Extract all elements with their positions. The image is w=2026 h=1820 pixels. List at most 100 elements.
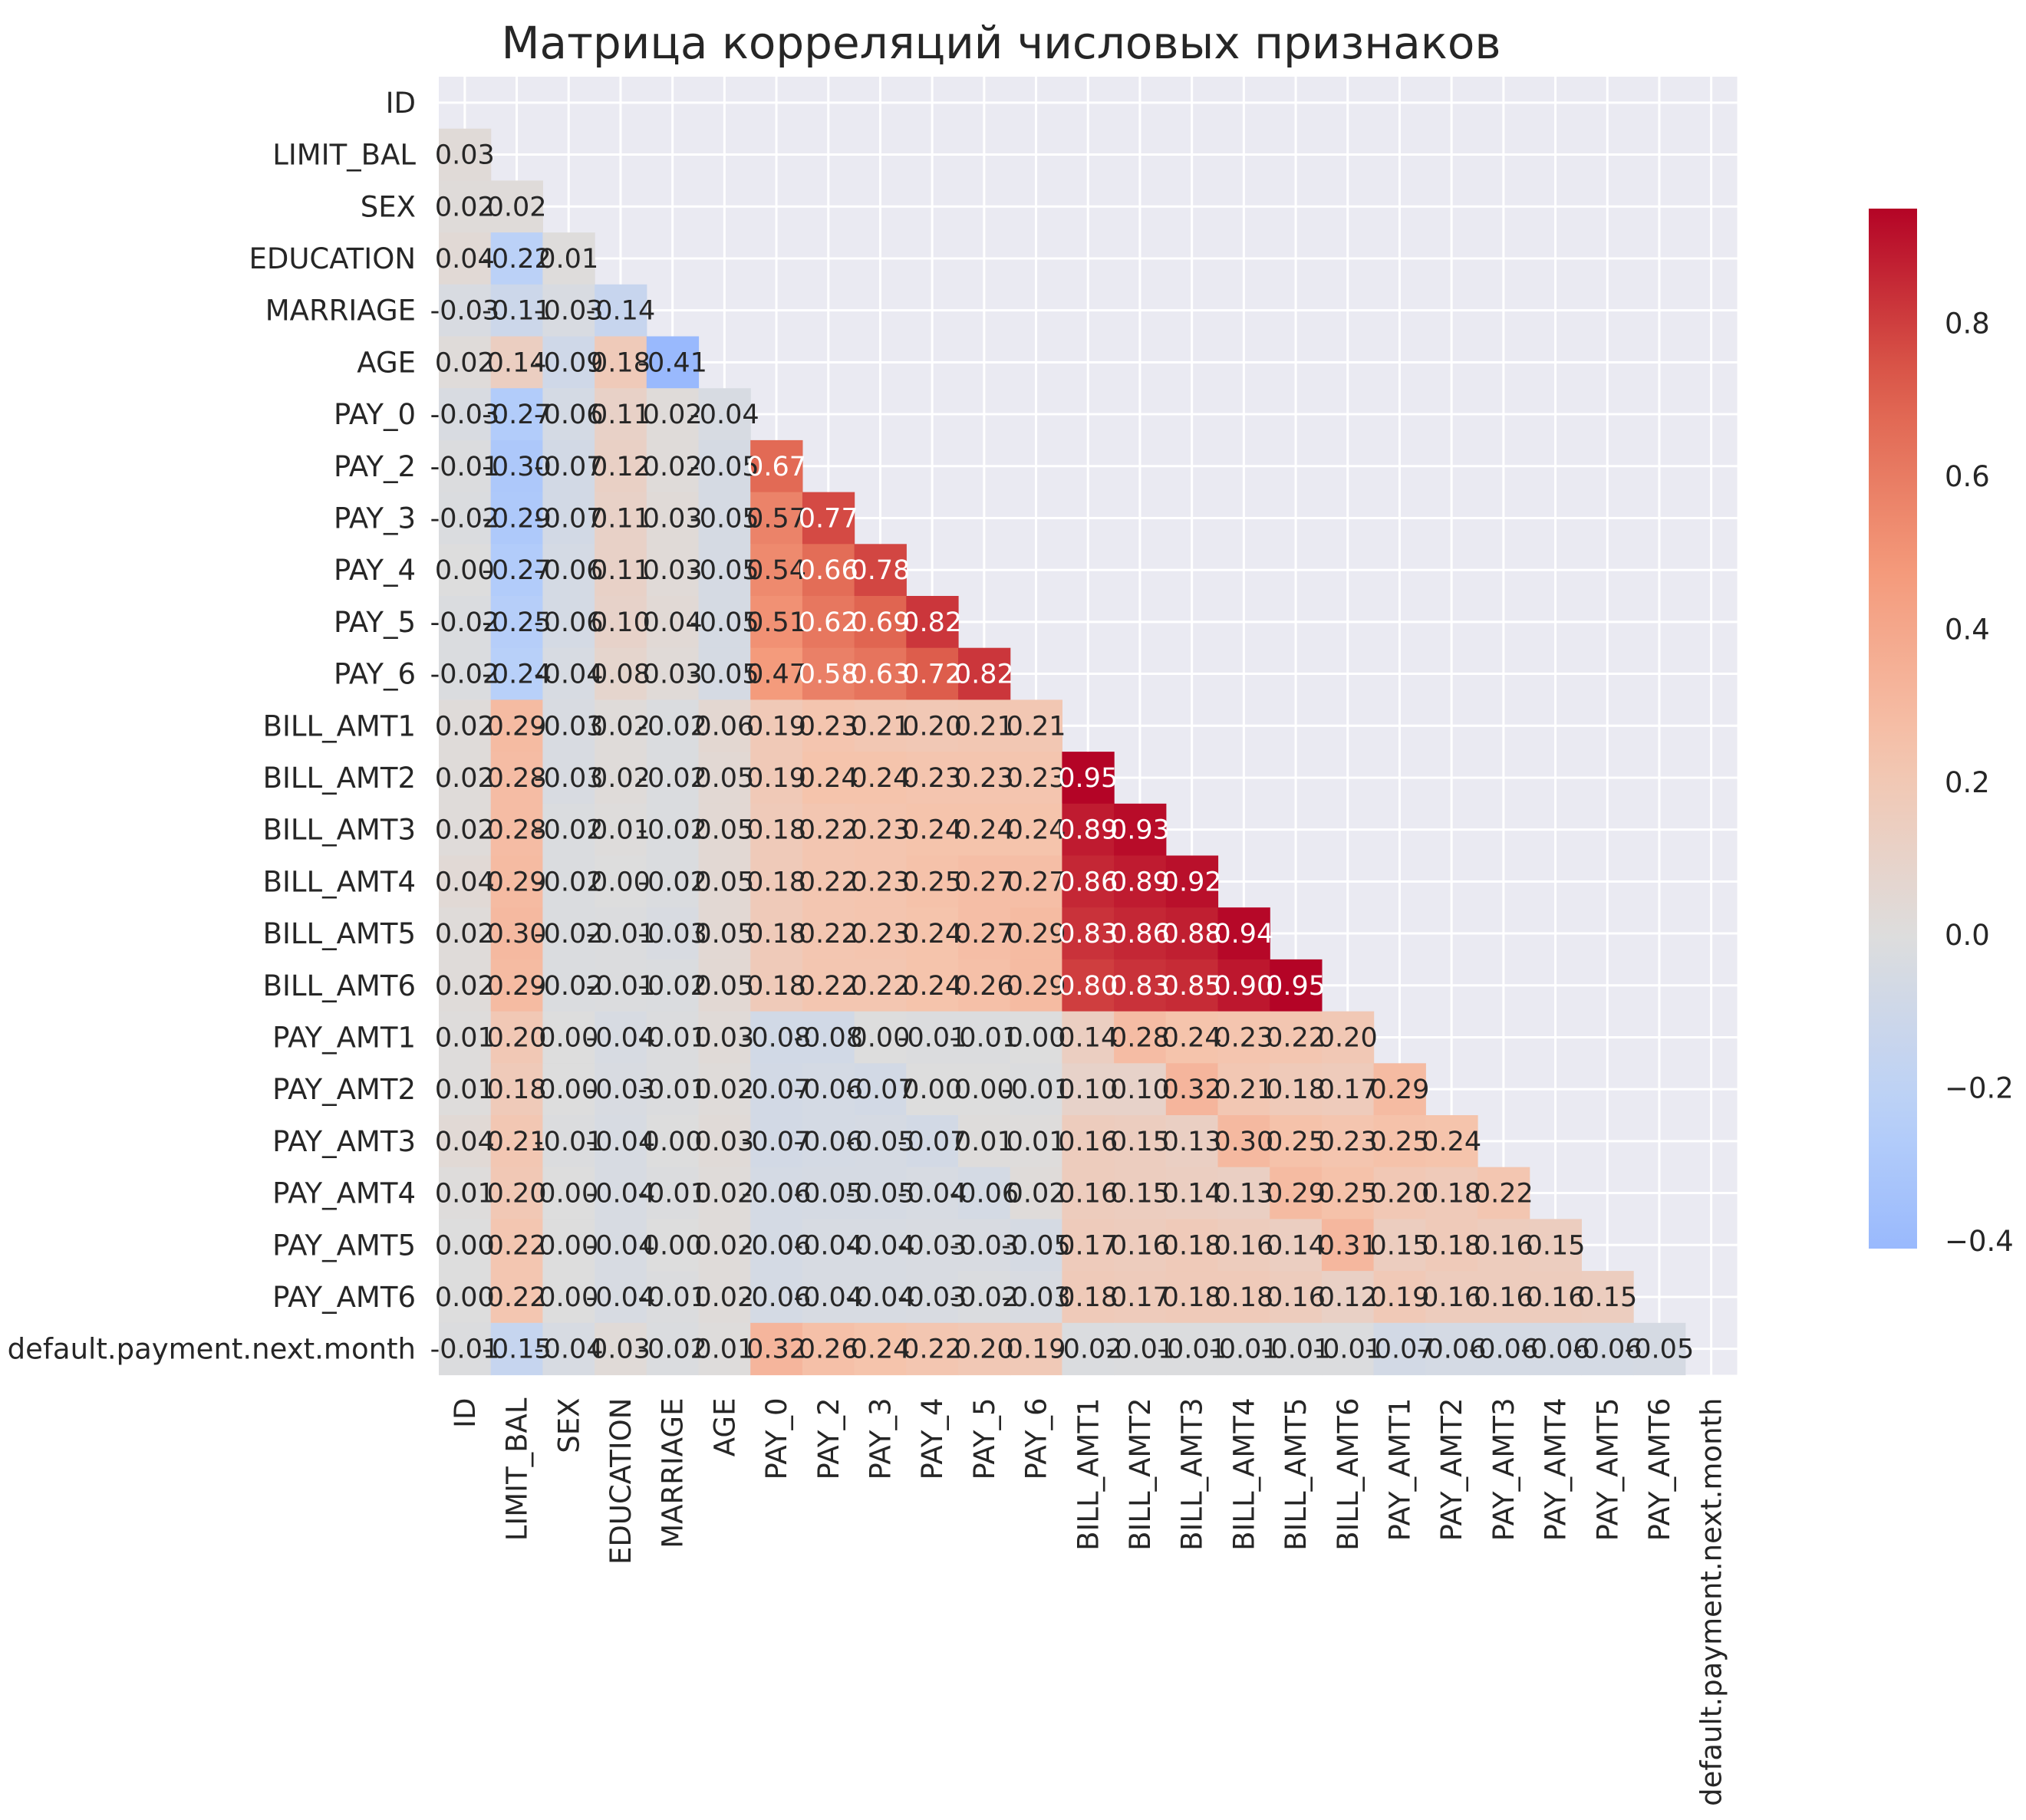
heatmap-cell xyxy=(1165,1271,1219,1324)
cell-value-label: 0.00 xyxy=(643,1230,703,1261)
heatmap-cell xyxy=(750,855,803,908)
cell-value-label: 0.17 xyxy=(1318,1075,1378,1105)
heatmap-cell xyxy=(1062,1063,1115,1116)
heatmap-cell xyxy=(490,439,543,493)
x-axis-tick-labels: ID LIMIT_BAL SEX EDUCATION MARRIAGE AGE PAY_0 P… xyxy=(449,1397,1728,1806)
cell-value-label: 0.00 xyxy=(954,1075,1014,1105)
heatmap-cell xyxy=(646,959,700,1012)
cell-value-label: 0.18 xyxy=(1162,1282,1222,1313)
heatmap-cell xyxy=(750,752,803,805)
cell-value-label: 0.20 xyxy=(487,1022,547,1053)
heatmap-cell xyxy=(854,959,907,1012)
cell-value-label: 0.31 xyxy=(1318,1230,1378,1261)
heatmap-cell xyxy=(1270,1167,1323,1219)
y-tick-label: EDUCATION xyxy=(249,242,416,275)
cell-value-label: -0.05 xyxy=(690,607,759,638)
heatmap-cell xyxy=(1321,1219,1375,1272)
heatmap-cell xyxy=(906,855,959,908)
heatmap-cell xyxy=(595,959,647,1012)
heatmap-cell xyxy=(542,232,595,285)
cell-value-label: 0.30 xyxy=(487,919,547,949)
cell-value-label: 0.15 xyxy=(1526,1230,1586,1261)
heatmap-cell xyxy=(490,1063,543,1116)
cell-value-label: 0.02 xyxy=(487,192,547,222)
heatmap-cell xyxy=(1114,803,1167,857)
cell-value-label: 0.23 xyxy=(1214,1022,1273,1053)
heatmap-cell xyxy=(439,284,492,337)
heatmap-cell xyxy=(542,1271,595,1324)
y-tick-label: PAY_5 xyxy=(334,606,416,639)
heatmap-cell xyxy=(1477,1167,1530,1219)
cell-value-label: 0.29 xyxy=(1266,1179,1326,1209)
heatmap-cell xyxy=(698,1219,751,1272)
heatmap-cell xyxy=(906,699,959,752)
cell-value-label: 0.47 xyxy=(746,660,806,690)
cell-value-label: 0.85 xyxy=(1162,971,1222,1002)
cell-value-label: 0.20 xyxy=(954,1335,1014,1365)
heatmap-cell xyxy=(1321,1322,1375,1376)
heatmap-cell xyxy=(854,647,907,700)
cell-value-label: -0.15 xyxy=(482,1335,552,1365)
cell-value-label: 0.21 xyxy=(1006,711,1066,742)
cell-value-label: -0.03 xyxy=(950,1230,1020,1261)
cell-value-label: -0.04 xyxy=(845,1230,915,1261)
heatmap-cell xyxy=(854,855,907,908)
heatmap-cell xyxy=(1062,1219,1115,1272)
heatmap-cell xyxy=(802,803,855,857)
heatmap-cell xyxy=(854,1219,907,1272)
cell-value-label: -0.06 xyxy=(534,400,604,430)
heatmap-cell xyxy=(1062,1167,1115,1219)
cell-value-label: -0.24 xyxy=(482,660,552,690)
cell-value-label: -0.04 xyxy=(586,1179,656,1209)
heatmap-cell xyxy=(1217,907,1270,960)
heatmap-cell xyxy=(1114,1115,1167,1168)
cell-value-label: 0.01 xyxy=(1006,1127,1066,1157)
cell-value-label: 0.24 xyxy=(1162,1022,1222,1053)
cell-value-label: 0.27 xyxy=(954,867,1014,897)
heatmap-cell xyxy=(750,1322,803,1376)
cell-value-label: 0.16 xyxy=(1526,1282,1586,1313)
cell-value-label: -0.01 xyxy=(950,1022,1020,1053)
cell-value-label: -0.02 xyxy=(430,503,500,534)
heatmap-cell xyxy=(439,752,492,805)
cell-value-label: 0.00 xyxy=(435,555,495,586)
cell-value-label: 0.18 xyxy=(1421,1230,1481,1261)
cell-value-label: -0.03 xyxy=(898,1230,967,1261)
cell-value-label: -0.03 xyxy=(1001,1282,1071,1313)
cell-value-label: 0.19 xyxy=(1369,1282,1429,1313)
heatmap-cell xyxy=(1373,1063,1426,1116)
heatmap-cell xyxy=(542,855,595,908)
heatmap-cell xyxy=(1529,1219,1582,1272)
colorbar-tick-label: −0.4 xyxy=(1945,1225,2014,1258)
heatmap-cell xyxy=(490,959,543,1012)
cell-value-label: 0.10 xyxy=(1058,1075,1118,1105)
cell-value-label: 0.18 xyxy=(746,919,806,949)
cell-value-label: 0.11 xyxy=(591,555,651,586)
cell-value-label: 0.01 xyxy=(435,1075,495,1105)
cell-value-label: 0.03 xyxy=(643,660,703,690)
x-tick-label: LIMIT_BAL xyxy=(501,1397,534,1541)
colorbar: 0.8 0.6 0.4 0.2 0.0 −0.2 −0.4 xyxy=(1869,209,2014,1258)
heatmap-cell xyxy=(1062,959,1115,1012)
heatmap-cell xyxy=(750,907,803,960)
cell-value-label: -0.04 xyxy=(793,1230,863,1261)
cell-value-label: 0.02 xyxy=(694,1282,754,1313)
x-tick-label: PAY_AMT3 xyxy=(1487,1398,1520,1542)
heatmap-cell xyxy=(439,492,492,545)
cell-value-label: -0.05 xyxy=(690,452,759,482)
heatmap-cell xyxy=(646,855,700,908)
heatmap-cell xyxy=(439,388,492,441)
cell-value-label: 0.20 xyxy=(902,711,962,742)
cell-value-label: -0.03 xyxy=(430,400,500,430)
cell-value-label: 0.95 xyxy=(1058,763,1118,794)
cell-value-label: 0.23 xyxy=(850,867,910,897)
heatmap-cell xyxy=(490,1115,543,1168)
heatmap-cell xyxy=(698,752,751,805)
heatmap-cell xyxy=(595,439,647,493)
cell-value-label: -0.06 xyxy=(950,1179,1020,1209)
x-tick-label: BILL_AMT1 xyxy=(1072,1398,1105,1551)
heatmap-cell xyxy=(542,1063,595,1116)
cell-value-label: 0.02 xyxy=(435,347,495,378)
heatmap-cell xyxy=(802,647,855,700)
heatmap-cell xyxy=(802,1322,855,1376)
